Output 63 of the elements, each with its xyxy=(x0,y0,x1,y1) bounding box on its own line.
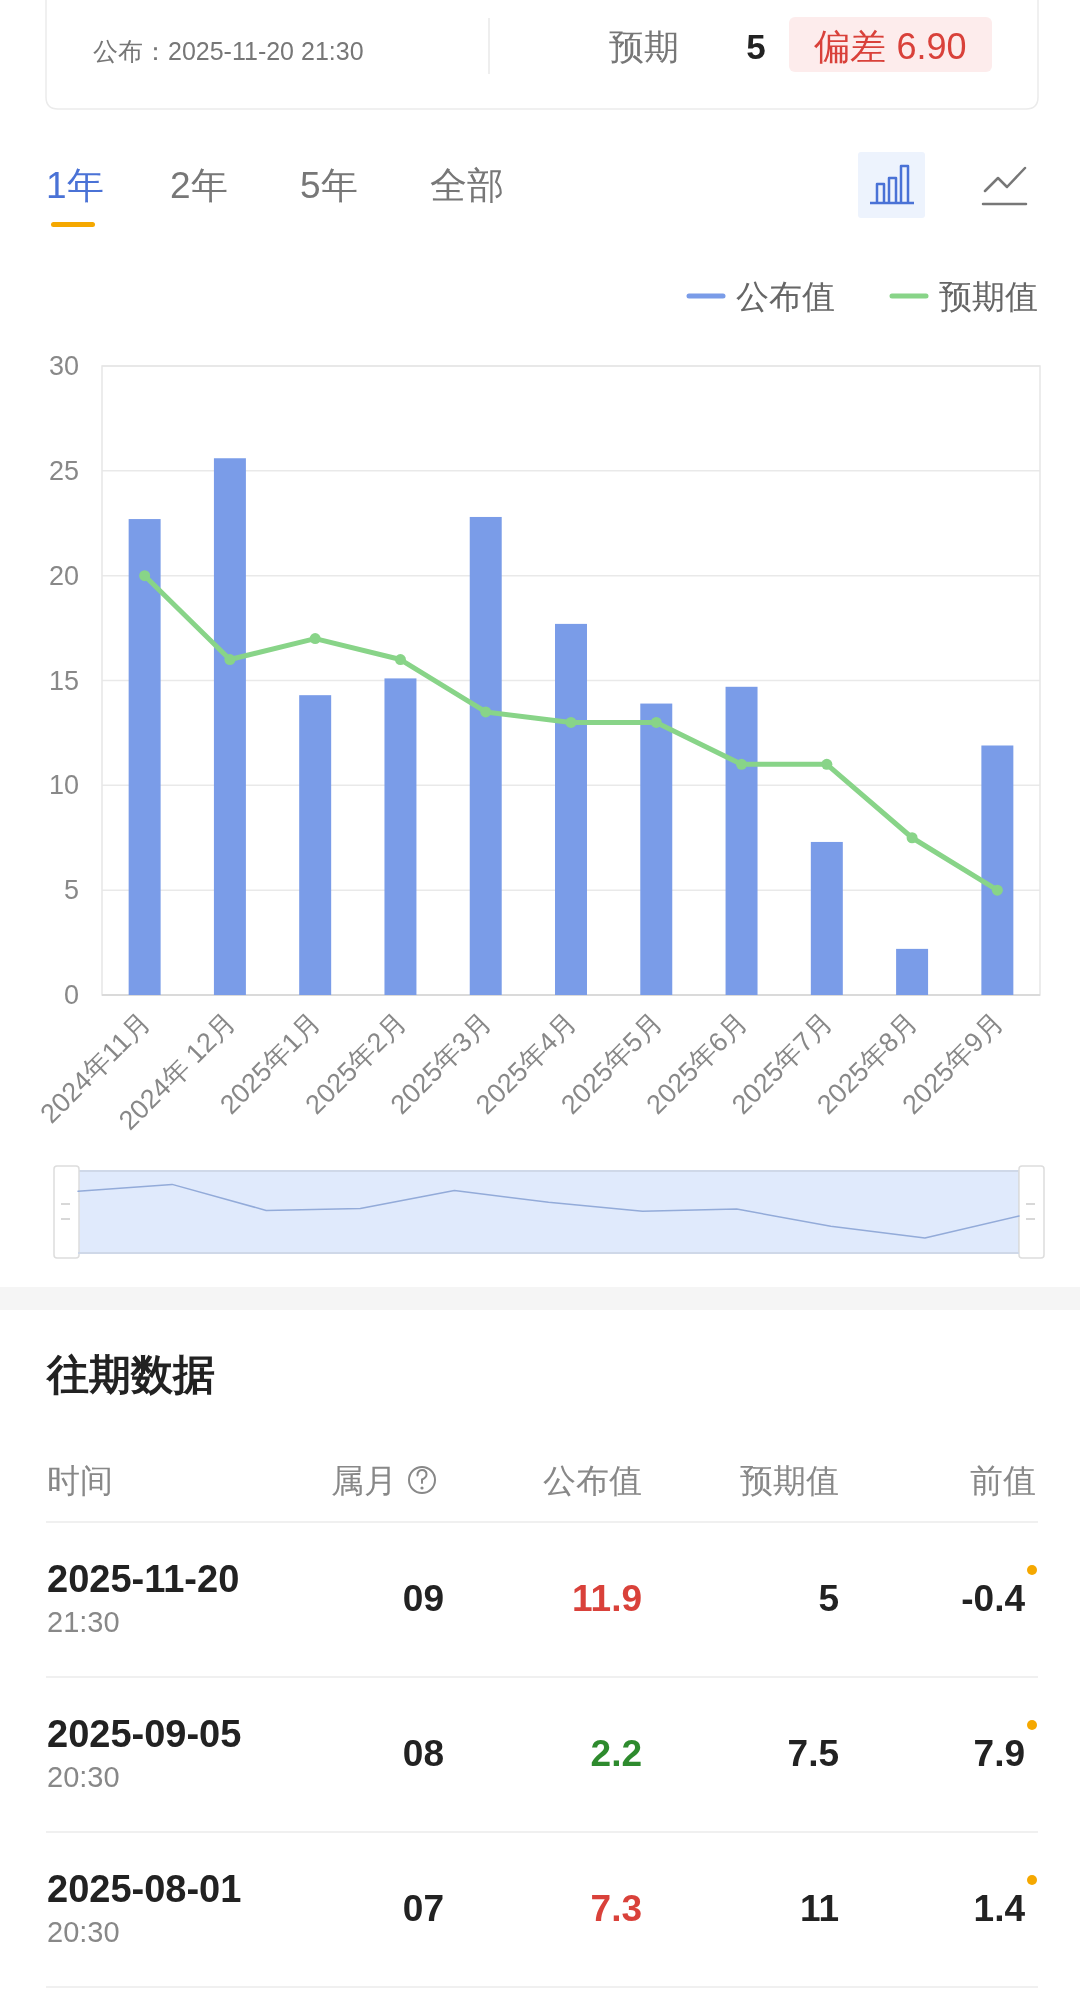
bar xyxy=(384,678,417,995)
text: 偏差 6.90 xyxy=(814,25,967,67)
text: 08 xyxy=(402,1732,444,1774)
bar xyxy=(981,745,1014,995)
text: 2.2 xyxy=(590,1732,642,1774)
text: 1.4 xyxy=(973,1887,1026,1929)
y-tick-label: 15 xyxy=(48,665,79,696)
point xyxy=(480,706,492,718)
text: 预期 xyxy=(609,26,679,66)
text: 11.9 xyxy=(572,1577,642,1619)
text: 7.5 xyxy=(787,1732,839,1774)
text: 2025-08-01 xyxy=(47,1868,242,1910)
text: 时间 xyxy=(47,1461,113,1499)
bar xyxy=(810,841,843,995)
text: -0.4 xyxy=(961,1577,1026,1619)
text: 09 xyxy=(402,1577,444,1619)
point xyxy=(224,654,236,666)
text: 5年 xyxy=(300,164,358,206)
point xyxy=(906,832,918,844)
bar xyxy=(299,695,332,995)
bar xyxy=(896,948,929,995)
bar xyxy=(469,516,502,995)
point xyxy=(650,716,662,728)
y-tick-label: 25 xyxy=(48,455,79,486)
text: 7.3 xyxy=(590,1887,642,1929)
text: 2025-11-20 xyxy=(47,1558,240,1600)
bar xyxy=(128,519,161,995)
text: 7.9 xyxy=(973,1732,1025,1774)
point xyxy=(736,758,748,770)
point xyxy=(991,884,1003,896)
text: 11 xyxy=(799,1887,839,1929)
text: 2025-09-05 xyxy=(47,1713,242,1755)
bar xyxy=(640,703,673,995)
legend-label: 公布值 xyxy=(736,277,835,315)
text: 2年 xyxy=(170,164,228,206)
y-tick-label: 10 xyxy=(48,770,79,801)
text: 5 xyxy=(818,1577,839,1619)
point xyxy=(139,570,151,582)
y-tick-label: 20 xyxy=(48,560,79,591)
text: 5 xyxy=(746,26,766,66)
text: 20:30 xyxy=(47,1916,120,1948)
text: 1年 xyxy=(46,164,104,206)
text: 往期数据 xyxy=(45,1350,215,1398)
text: 前值 xyxy=(970,1461,1036,1499)
text: 21:30 xyxy=(47,1606,120,1638)
bar xyxy=(213,458,246,995)
y-tick-label: 0 xyxy=(63,980,79,1010)
point xyxy=(565,716,577,728)
text: 全部 xyxy=(430,164,504,206)
y-tick-label: 30 xyxy=(48,351,79,381)
text: 07 xyxy=(402,1887,444,1929)
text: 20:30 xyxy=(47,1761,120,1793)
point xyxy=(394,654,406,666)
point xyxy=(821,758,833,770)
y-tick-label: 5 xyxy=(63,875,79,906)
bar xyxy=(725,686,758,995)
point xyxy=(309,633,321,645)
bar xyxy=(555,623,587,995)
legend-label: 预期值 xyxy=(939,277,1038,315)
text: 预期值 xyxy=(740,1461,839,1499)
text: 公布：2025-11-20 21:30 xyxy=(93,37,364,65)
text: 公布值 xyxy=(543,1461,642,1499)
text: 属月 xyxy=(331,1461,397,1499)
